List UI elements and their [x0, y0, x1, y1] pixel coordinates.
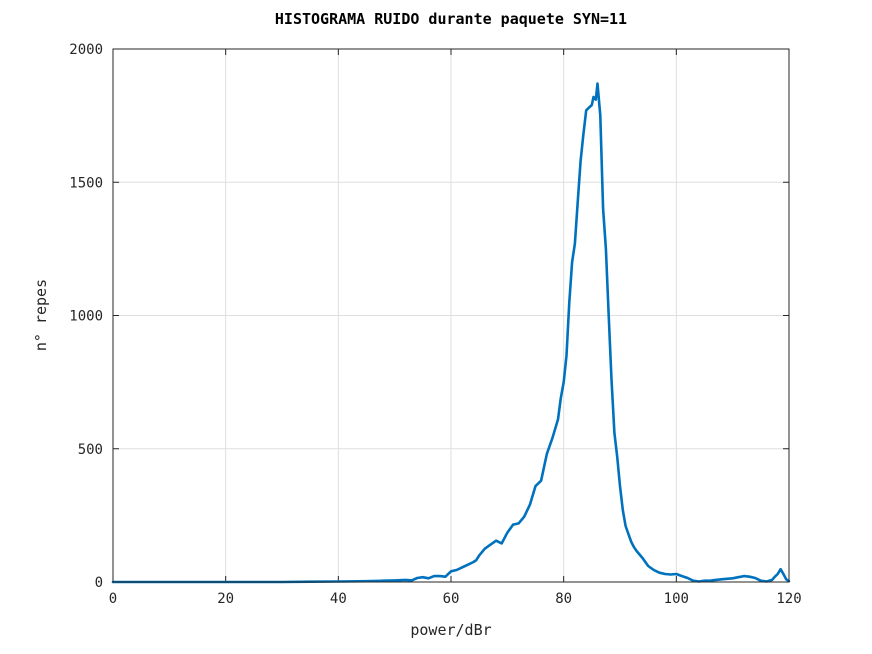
x-axis-label: power/dBr	[410, 621, 491, 639]
y-tick-label: 500	[78, 442, 103, 458]
x-tick-label: 100	[664, 591, 689, 607]
x-tick-label: 0	[109, 591, 117, 607]
chart-title: HISTOGRAMA RUIDO durante paquete SYN=11	[275, 10, 627, 28]
y-tick-label: 2000	[69, 42, 103, 58]
plot-box	[112, 48, 790, 583]
x-tick-label: 80	[555, 591, 572, 607]
x-tick-label: 40	[330, 591, 347, 607]
y-tick-label: 0	[95, 575, 103, 591]
series-line	[111, 82, 791, 584]
x-tick-label: 60	[443, 591, 460, 607]
x-tick-label: 120	[776, 591, 801, 607]
x-tick-label: 20	[217, 591, 234, 607]
y-axis-label: n° repes	[32, 279, 50, 351]
y-tick-label: 1000	[69, 309, 103, 325]
y-tick-label: 1500	[69, 175, 103, 191]
tick-labels: 0 20 40 60 80 100 120 0 500 1000 1500 2000	[69, 42, 801, 607]
